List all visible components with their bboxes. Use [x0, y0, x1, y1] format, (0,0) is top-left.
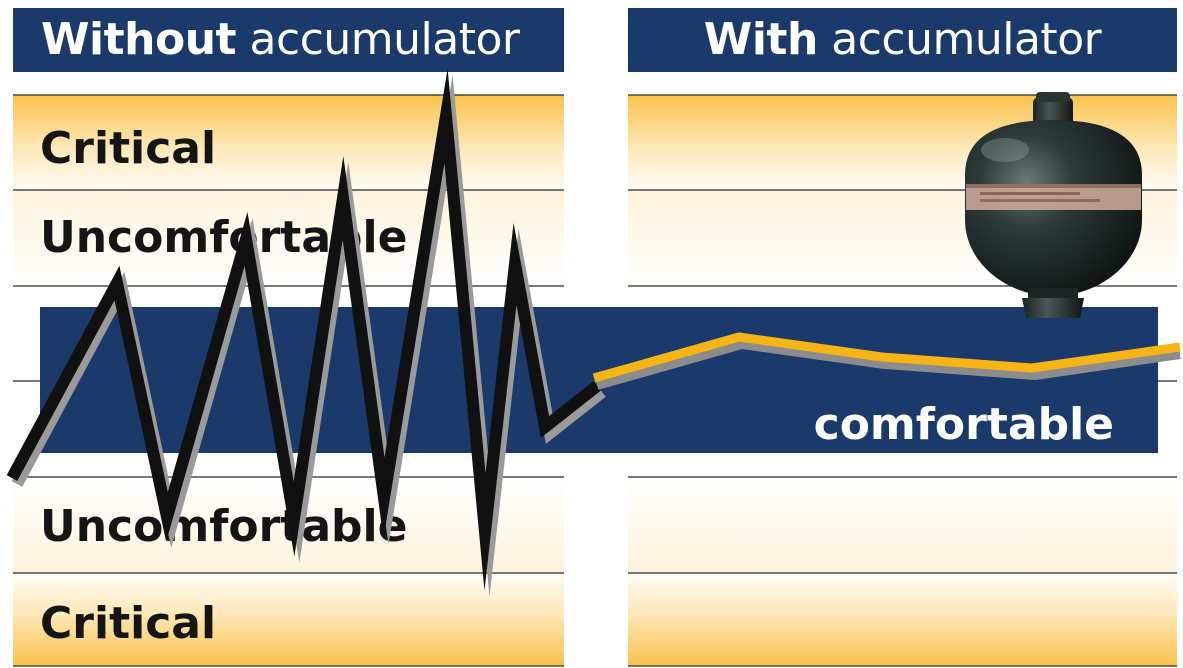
header-without-bold: Without — [41, 14, 237, 65]
header-with-accumulator: With accumulator — [628, 8, 1177, 72]
right-critical-bottom-zone — [628, 573, 1177, 666]
right-uncomfortable-bottom-zone — [628, 477, 1177, 573]
left-zones — [13, 95, 564, 666]
label-critical-bottom: Critical — [40, 598, 216, 649]
pressure-line-with-shadow — [595, 339, 1181, 390]
pressure-line-with — [592, 332, 1181, 383]
left-uncomfortable-top-zone — [13, 190, 564, 286]
header-without-rest: accumulator — [236, 14, 520, 65]
label-uncomfortable-bottom: Uncomfortable — [40, 501, 407, 552]
label-critical-top: Critical — [40, 123, 216, 174]
left-critical-top-zone — [13, 95, 564, 190]
header-without-accumulator: Without accumulator — [13, 8, 564, 72]
left-critical-bottom-zone — [13, 573, 564, 666]
pressure-line-without — [6, 68, 601, 591]
hydraulic-accumulator-icon — [965, 92, 1142, 318]
header-with-bold: With — [703, 14, 818, 65]
header-with-rest: accumulator — [817, 14, 1102, 65]
label-comfortable: comfortable — [814, 399, 1114, 450]
